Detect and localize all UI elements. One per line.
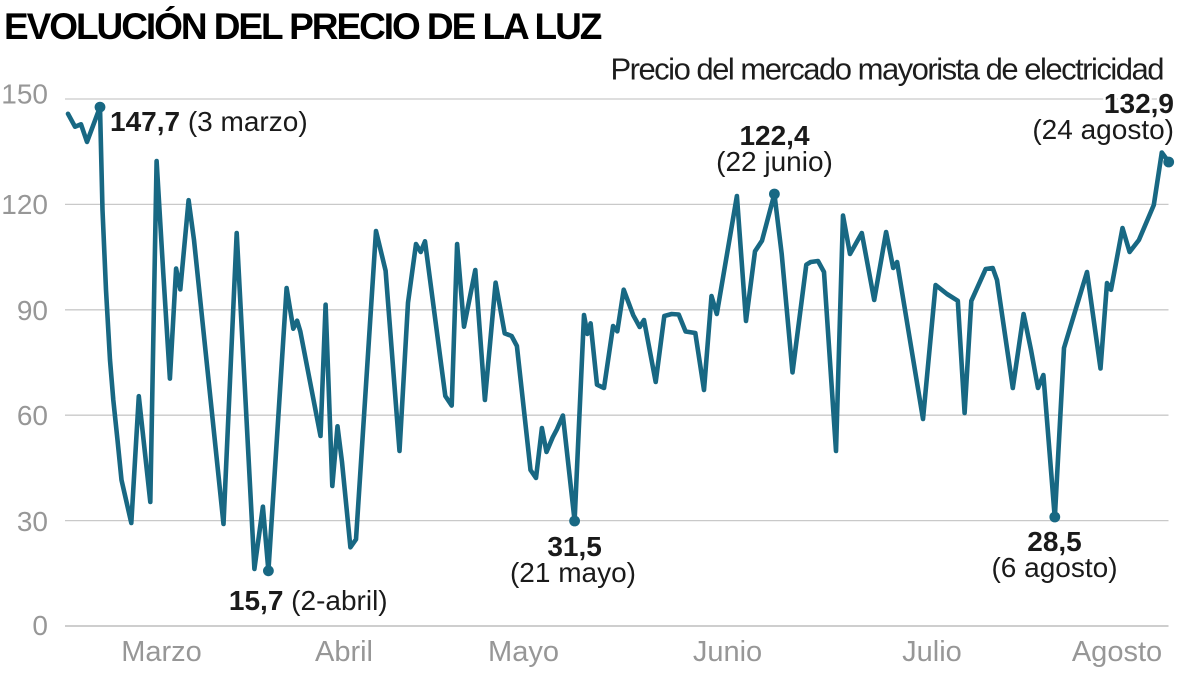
svg-text:Precio del mercado mayorista d: Precio del mercado mayorista de electric… xyxy=(610,52,1163,87)
svg-text:Mayo: Mayo xyxy=(488,636,559,668)
svg-text:31,5: 31,5 xyxy=(547,531,602,562)
svg-text:122,4: 122,4 xyxy=(739,120,809,151)
svg-text:Marzo: Marzo xyxy=(121,636,202,668)
svg-text:(6 agosto): (6 agosto) xyxy=(991,552,1117,583)
svg-text:28,5: 28,5 xyxy=(1027,526,1082,557)
svg-text:Julio: Julio xyxy=(902,636,962,668)
svg-text:15,7 (2-abril): 15,7 (2-abril) xyxy=(229,585,388,616)
svg-text:Junio: Junio xyxy=(693,636,762,668)
svg-text:(22 junio): (22 junio) xyxy=(716,146,833,177)
svg-text:147,7 (3 marzo): 147,7 (3 marzo) xyxy=(110,106,308,137)
svg-text:120: 120 xyxy=(1,189,48,220)
svg-text:30: 30 xyxy=(17,506,48,537)
svg-text:Agosto: Agosto xyxy=(1072,636,1162,668)
svg-text:Abril: Abril xyxy=(315,636,373,668)
svg-text:(24 agosto): (24 agosto) xyxy=(1032,114,1174,145)
svg-text:0: 0 xyxy=(32,610,48,641)
svg-text:150: 150 xyxy=(1,79,48,110)
svg-text:132,9: 132,9 xyxy=(1104,88,1174,119)
svg-text:60: 60 xyxy=(17,400,48,431)
svg-text:90: 90 xyxy=(17,295,48,326)
svg-text:(21 mayo): (21 mayo) xyxy=(510,557,636,588)
svg-text:EVOLUCIÓN DEL PRECIO DE LA LUZ: EVOLUCIÓN DEL PRECIO DE LA LUZ xyxy=(4,5,602,47)
